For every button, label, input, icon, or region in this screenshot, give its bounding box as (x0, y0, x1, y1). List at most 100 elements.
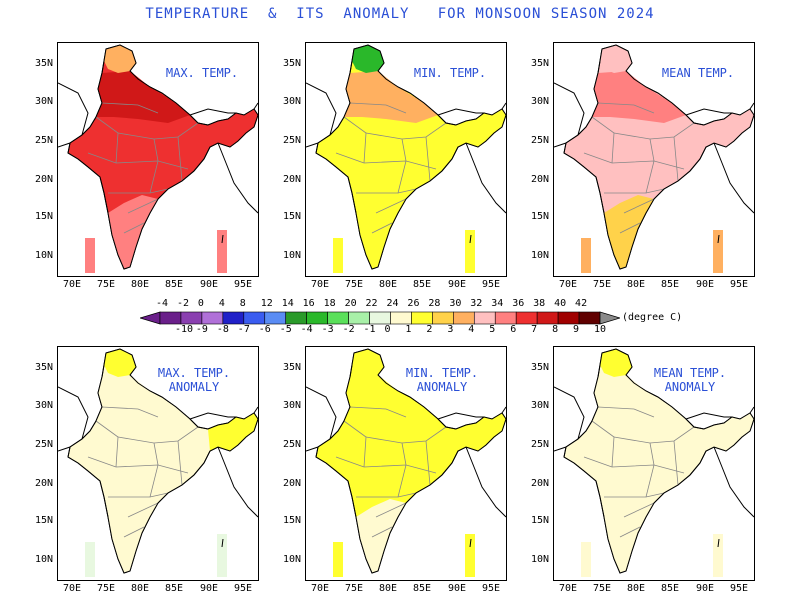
colorbar-unit-label: (degree C) (622, 312, 683, 323)
colorbar-swatch (306, 311, 328, 325)
x-axis-label: 75E (592, 279, 612, 290)
colorbar-right-arrow (599, 311, 622, 325)
panel-label-meana: MEAN TEMP. ANOMALY (653, 366, 727, 394)
colorbar-bottom-tick: 4 (468, 324, 475, 335)
colorbar-bottom-tick: 1 (405, 324, 412, 335)
y-axis-label: 15N (282, 515, 301, 526)
map-frame (553, 42, 755, 277)
colorbar-bottom-tick: 7 (531, 324, 538, 335)
colorbar-bottom-tick: -5 (279, 324, 292, 335)
colorbar-top-tick: 24 (386, 298, 399, 309)
x-axis-label: 85E (164, 279, 184, 290)
y-axis-label: 25N (282, 439, 301, 450)
y-axis-label: 30N (282, 96, 301, 107)
colorbar-swatch (473, 311, 496, 325)
x-axis-label: 70E (62, 279, 82, 290)
colorbar-top-tick: 30 (449, 298, 462, 309)
panel-label-mean: MEAN TEMP. (661, 66, 735, 80)
colorbar-bottom-tick: -8 (216, 324, 229, 335)
colorbar-left-arrow (138, 311, 161, 325)
y-axis-label: 20N (34, 174, 53, 185)
y-axis-label: 25N (530, 135, 549, 146)
y-axis-label: 10N (282, 554, 301, 565)
x-axis-label: 75E (344, 583, 364, 594)
colorbar-bottom-tick: -7 (237, 324, 250, 335)
india-map (554, 44, 754, 273)
y-axis-label: 25N (282, 135, 301, 146)
x-axis-label: 80E (130, 279, 150, 290)
x-axis-label: 85E (412, 279, 432, 290)
x-axis-label: 75E (96, 279, 116, 290)
colorbar-bottom-tick: 9 (573, 324, 580, 335)
y-axis-label: 35N (282, 58, 301, 69)
colorbar-swatch (201, 311, 224, 325)
colorbar-swatch (264, 311, 287, 325)
india-map (306, 44, 506, 273)
map-frame (553, 346, 755, 581)
x-axis-label: 85E (660, 583, 680, 594)
y-axis-label: 10N (530, 250, 549, 261)
colorbar-top-tick: 20 (344, 298, 357, 309)
x-axis-label: 95E (233, 279, 253, 290)
x-axis-label: 90E (199, 583, 219, 594)
colorbar-top-tick: 22 (365, 298, 378, 309)
colorbar-top-tick: 32 (470, 298, 483, 309)
colorbar-swatch (494, 311, 517, 325)
panel-label-max: MAX. TEMP. (165, 66, 239, 80)
x-axis-label: 75E (96, 583, 116, 594)
y-axis-label: 15N (34, 515, 53, 526)
colorbar-bottom-tick: -3 (321, 324, 334, 335)
colorbar-bottom-tick: -4 (300, 324, 313, 335)
x-axis-label: 80E (130, 583, 150, 594)
colorbar-swatch (432, 311, 454, 325)
y-axis-label: 30N (530, 96, 549, 107)
colorbar-bottom-tick: -6 (258, 324, 271, 335)
x-axis-label: 90E (447, 279, 467, 290)
x-axis-label: 80E (378, 583, 398, 594)
y-axis-label: 15N (282, 211, 301, 222)
colorbar-top-tick: 14 (281, 298, 294, 309)
x-axis-label: 85E (412, 583, 432, 594)
colorbar-bottom-tick: 5 (489, 324, 496, 335)
colorbar-swatch (180, 311, 203, 325)
panel-label-maxa: MAX. TEMP. ANOMALY (157, 366, 231, 394)
colorbar-bottom-tick: 10 (594, 324, 607, 335)
colorbar-bottom-tick: -10 (174, 324, 193, 335)
y-axis-label: 10N (34, 554, 53, 565)
y-axis-label: 10N (282, 250, 301, 261)
colorbar-swatch (348, 311, 370, 325)
x-axis-label: 90E (199, 279, 219, 290)
colorbar (138, 310, 622, 329)
x-axis-label: 95E (481, 583, 501, 594)
colorbar-top-tick: 8 (239, 298, 246, 309)
x-axis-label: 90E (695, 279, 715, 290)
colorbar-swatch (578, 311, 601, 325)
x-axis-label: 90E (695, 583, 715, 594)
colorbar-top-tick: 36 (512, 298, 525, 309)
x-axis-label: 95E (481, 279, 501, 290)
panel-label-mina: MIN. TEMP. ANOMALY (405, 366, 479, 394)
colorbar-bottom-tick: -9 (195, 324, 208, 335)
colorbar-swatch (390, 311, 412, 325)
y-axis-label: 20N (282, 174, 301, 185)
india-map (58, 348, 258, 577)
x-axis-label: 75E (592, 583, 612, 594)
colorbar-top-tick: 0 (197, 298, 204, 309)
colorbar-swatch (557, 311, 580, 325)
y-axis-label: 15N (530, 211, 549, 222)
y-axis-label: 20N (282, 478, 301, 489)
colorbar-bottom-tick: 3 (447, 324, 454, 335)
colorbar-bottom-tick: 2 (426, 324, 433, 335)
y-axis-label: 30N (282, 400, 301, 411)
colorbar-svg (138, 311, 622, 325)
y-axis-label: 30N (34, 400, 53, 411)
x-axis-label: 90E (447, 583, 467, 594)
x-axis-label: 80E (378, 279, 398, 290)
map-frame (305, 346, 507, 581)
colorbar-bottom-tick: 6 (510, 324, 517, 335)
page-title: TEMPERATURE & ITS ANOMALY FOR MONSOON SE… (145, 6, 655, 22)
y-axis-label: 20N (34, 478, 53, 489)
colorbar-top-tick: 16 (302, 298, 315, 309)
y-axis-label: 35N (530, 58, 549, 69)
india-map (58, 44, 258, 273)
